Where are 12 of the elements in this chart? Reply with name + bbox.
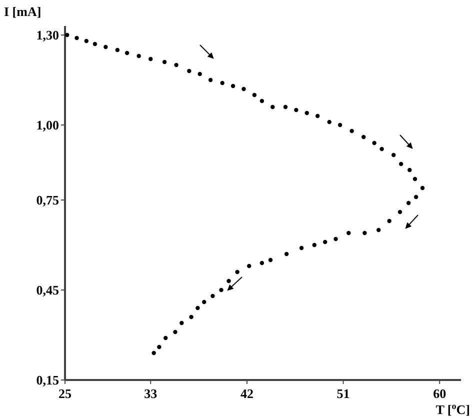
- x-tick-label: 42: [240, 386, 254, 401]
- x-tick-label: 33: [144, 386, 158, 401]
- x-tick-label: 60: [433, 386, 446, 401]
- y-tick-label: 1,00: [36, 118, 59, 133]
- x-tick-label: 51: [336, 386, 350, 401]
- y-axis-title: I [mA]: [4, 4, 42, 19]
- y-tick-label: 0,15: [36, 372, 60, 388]
- x-tick-label: 25: [58, 386, 72, 401]
- x-axis-title: T [$^{o}$C]: [436, 401, 470, 417]
- y-tick-label: 0,45: [36, 282, 60, 298]
- y-tick-label: 1,30: [36, 28, 59, 43]
- y-tick-label: 0,75: [36, 192, 60, 208]
